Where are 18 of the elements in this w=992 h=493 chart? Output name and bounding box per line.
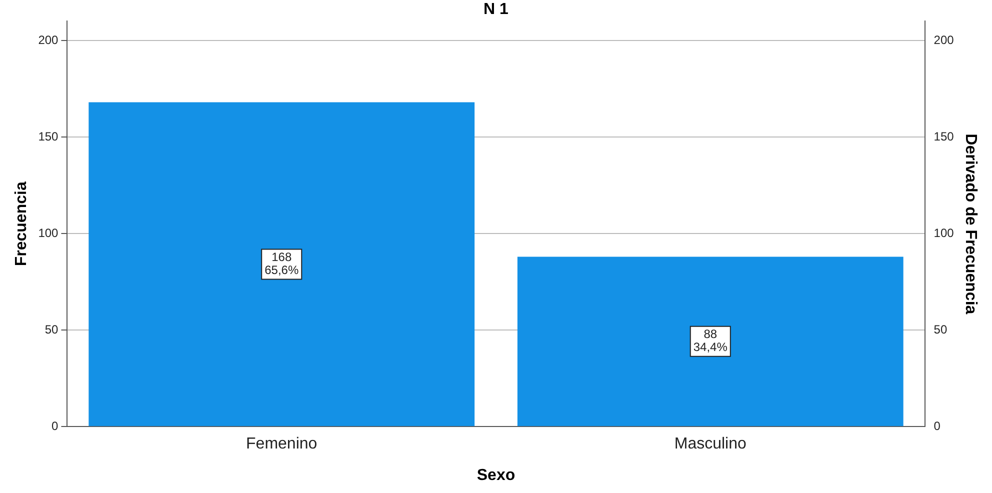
y2-tick-label: 200 [934,32,954,47]
x-tick-label: Masculino [674,436,747,453]
data-label: 88 34,4% [693,327,728,354]
y-tick-label: 0 [52,418,59,433]
y-tick-label: 50 [44,322,59,336]
x-tick-label: Femenino [246,436,318,453]
y2-tick-label: 100 [934,226,954,240]
chart-title: N 1 [484,1,509,18]
y2-tick-label: 50 [934,322,948,336]
y-tick-label: 100 [38,226,59,240]
y-axis-title: Frecuencia [13,182,30,266]
y2-axis-title: Derivado de Frecuencia [962,134,979,314]
x-axis-title: Sexo [476,466,516,484]
y2-tick-label: 0 [934,418,941,433]
y2-tick-label: 150 [934,129,954,144]
y-tick-label: 200 [38,32,59,47]
y-tick-label: 150 [38,129,59,144]
data-label: 168 65,6% [264,250,299,278]
